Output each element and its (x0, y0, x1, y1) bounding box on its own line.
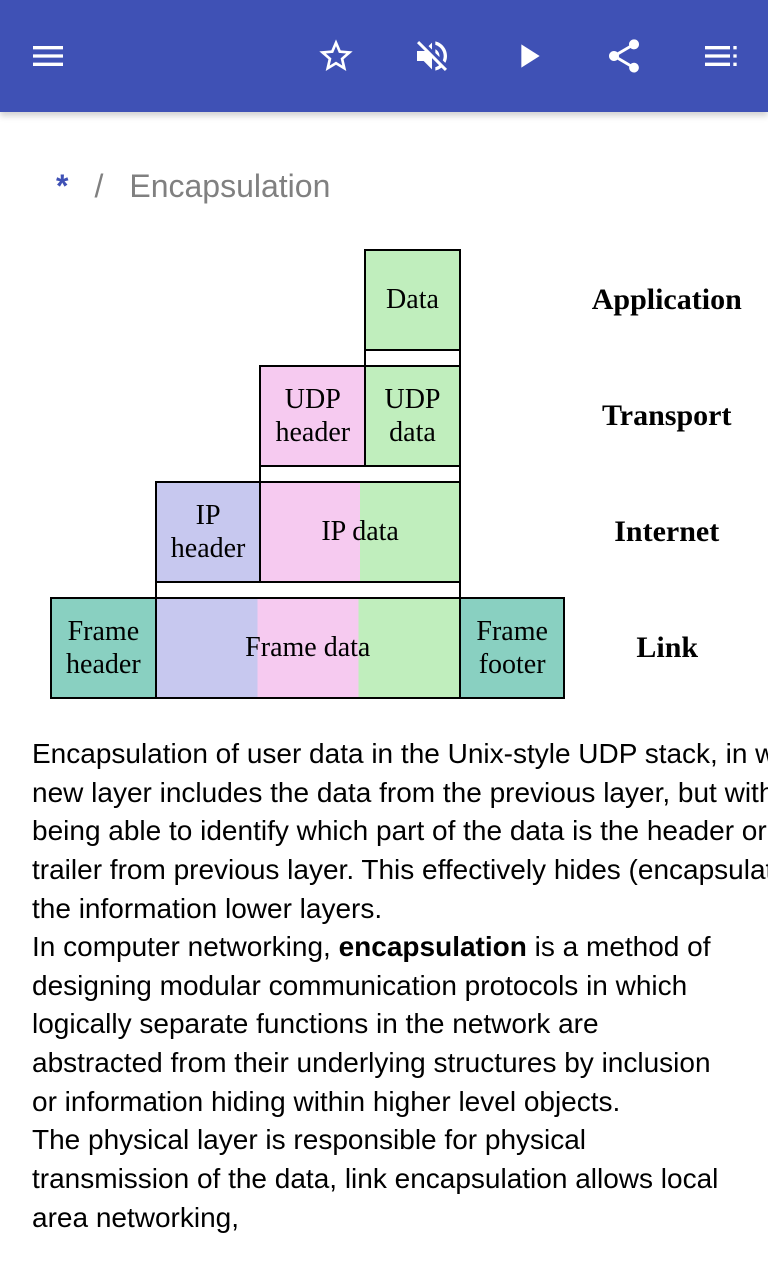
share-button[interactable] (604, 36, 644, 76)
diagram-cell: Framefooter (460, 598, 565, 698)
volume-off-icon (412, 36, 452, 76)
playlist-icon (700, 36, 740, 76)
app-topbar (0, 0, 768, 112)
diagram-caption: Encapsulation of user data in the Unix-s… (32, 735, 768, 928)
layer-label: Transport (564, 366, 768, 466)
hamburger-icon (28, 36, 68, 76)
intro-paragraph: In computer networking, encapsulation is… (32, 928, 732, 1121)
encapsulation-diagram: DataApplicationUDPheaderUDPdataTransport… (50, 249, 736, 699)
layer-label: Link (564, 598, 768, 698)
star-outline-icon (316, 36, 356, 76)
diagram-cell: IP data (260, 482, 459, 582)
layer-label: Application (564, 250, 768, 350)
diagram-cell: Frameheader (51, 598, 156, 698)
layer-label: Internet (564, 482, 768, 582)
play-button[interactable] (508, 36, 548, 76)
breadcrumb-current: Encapsulation (129, 168, 330, 205)
diagram-cell: Frame data (156, 598, 460, 698)
diagram-cell: Data (365, 250, 460, 350)
breadcrumb: * / Encapsulation (32, 112, 736, 241)
breadcrumb-root[interactable]: * (56, 168, 68, 205)
play-icon (508, 36, 548, 76)
mute-button[interactable] (412, 36, 452, 76)
diagram-cell: UDPheader (260, 366, 365, 466)
diagram-cell: UDPdata (365, 366, 460, 466)
article-body: Encapsulation of user data in the Unix-s… (32, 727, 768, 1237)
favorite-button[interactable] (316, 36, 356, 76)
breadcrumb-separator: / (94, 168, 103, 205)
menu-button[interactable] (28, 36, 68, 76)
physical-layer-paragraph: The physical layer is responsible for ph… (32, 1121, 732, 1237)
share-icon (604, 36, 644, 76)
diagram-cell: IPheader (156, 482, 261, 582)
list-button[interactable] (700, 36, 740, 76)
